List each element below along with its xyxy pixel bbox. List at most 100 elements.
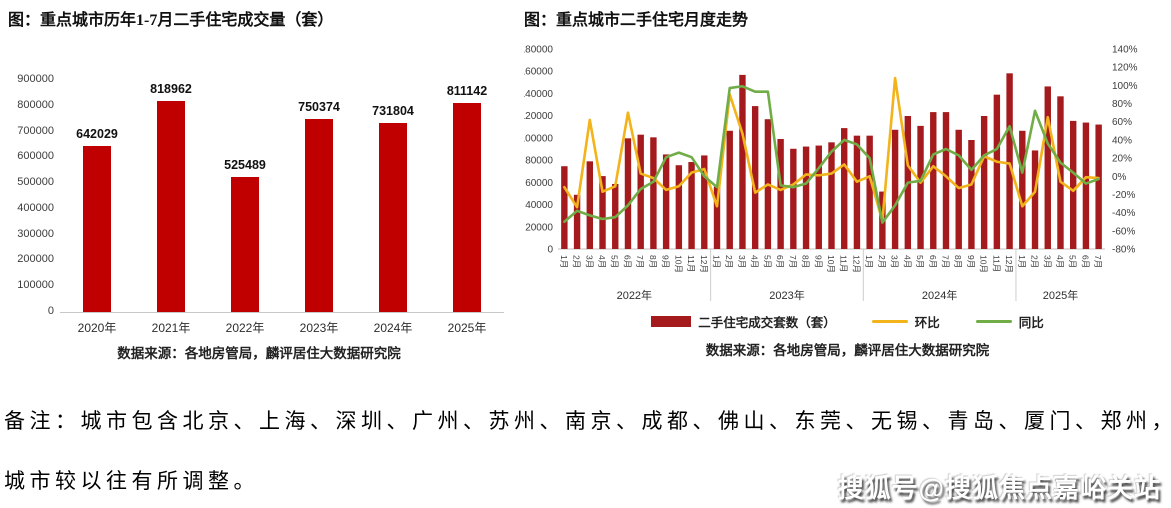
watermark: 搜狐号@搜狐焦点嘉峪关站 bbox=[837, 473, 1161, 503]
left-bar-value: 642029 bbox=[76, 127, 118, 142]
right-right-tick: 100% bbox=[1112, 81, 1138, 92]
month-label: 3月 bbox=[890, 255, 900, 268]
month-label: 1月 bbox=[1017, 255, 1027, 268]
month-label: 12月 bbox=[1004, 255, 1014, 273]
legend-label-mom: 环比 bbox=[914, 316, 940, 330]
right-right-tick: 140% bbox=[1112, 45, 1138, 56]
right-chart-svg: 180000 160000 140000 120000 100000 80000 60000… bbox=[524, 45, 1138, 303]
left-y-tick: 100000 bbox=[17, 279, 54, 292]
month-label: 4月 bbox=[597, 255, 607, 268]
left-bar-value: 731804 bbox=[372, 104, 414, 119]
month-label: 4月 bbox=[902, 255, 912, 268]
month-label: 3月 bbox=[737, 255, 747, 268]
month-label: 5月 bbox=[915, 255, 925, 268]
right-left-tick: 40000 bbox=[525, 200, 553, 211]
right-right-tick: 120% bbox=[1112, 63, 1138, 74]
year-label: 2023年 bbox=[769, 288, 804, 302]
legend-label-yoy: 同比 bbox=[1018, 316, 1044, 330]
right-right-tick: -40% bbox=[1112, 208, 1135, 219]
right-left-tick: 0 bbox=[547, 245, 553, 256]
month-label: 6月 bbox=[775, 255, 785, 268]
right-left-tick: 180000 bbox=[524, 45, 553, 56]
month-label: 4月 bbox=[750, 255, 760, 268]
left-bar bbox=[305, 118, 333, 312]
bars-series bbox=[561, 73, 1102, 249]
right-left-tick: 140000 bbox=[524, 89, 553, 100]
mom-line bbox=[563, 76, 1100, 223]
month-label: 5月 bbox=[610, 255, 620, 268]
left-chart-plot: 900000 800000 700000 600000 500000 400000 3000… bbox=[8, 30, 510, 342]
right-left-tick: 80000 bbox=[525, 156, 553, 167]
left-chart-source: 数据来源：各地房管局，麟评居住大数据研究院 bbox=[117, 346, 401, 361]
right-right-tick: 20% bbox=[1112, 154, 1132, 165]
month-label: 7月 bbox=[635, 255, 645, 268]
left-y-tick: 600000 bbox=[17, 150, 54, 163]
right-right-tick: 0% bbox=[1112, 172, 1127, 183]
left-x-tick: 2023年 bbox=[299, 321, 339, 335]
left-bar bbox=[157, 100, 185, 312]
left-x-tick: 2022年 bbox=[225, 321, 265, 335]
left-y-tick: 500000 bbox=[17, 176, 54, 189]
bar-series-swatch bbox=[651, 316, 692, 327]
month-label: 6月 bbox=[622, 255, 632, 268]
month-label: 11月 bbox=[839, 255, 849, 272]
left-bar-value: 811142 bbox=[446, 83, 488, 98]
right-right-tick: 60% bbox=[1112, 117, 1132, 128]
legend-item-yoy: 同比 bbox=[975, 312, 1044, 331]
month-label: 1月 bbox=[864, 255, 874, 268]
left-y-tick: 200000 bbox=[17, 253, 54, 266]
year-label: 2025年 bbox=[1043, 288, 1078, 302]
month-label: 9月 bbox=[813, 255, 823, 268]
right-left-tick: 60000 bbox=[525, 178, 553, 189]
month-label: 11月 bbox=[991, 255, 1001, 272]
right-right-tick: 40% bbox=[1112, 135, 1132, 146]
month-label: 8月 bbox=[953, 255, 963, 268]
left-x-axis-line bbox=[60, 312, 504, 313]
month-label: 1月 bbox=[559, 255, 569, 268]
month-label: 4月 bbox=[1055, 255, 1065, 268]
month-label: 2月 bbox=[572, 255, 582, 268]
left-y-tick: 300000 bbox=[17, 227, 54, 240]
right-right-tick: 80% bbox=[1112, 99, 1132, 110]
right-left-tick: 20000 bbox=[525, 222, 553, 233]
month-label: 2月 bbox=[1030, 255, 1040, 268]
left-y-tick: 0 bbox=[47, 305, 54, 317]
month-label: 6月 bbox=[928, 255, 938, 268]
month-label: 7月 bbox=[1093, 255, 1103, 268]
left-x-tick: 2021年 bbox=[151, 321, 191, 335]
year-label: 2024年 bbox=[922, 288, 957, 302]
month-label: 12月 bbox=[851, 255, 861, 273]
left-bar-value: 525489 bbox=[224, 157, 266, 172]
left-bar bbox=[453, 102, 481, 312]
left-bar-value: 818962 bbox=[150, 81, 192, 96]
right-chart-legend: 二手住宅成交套数（套） 环比 同比 bbox=[524, 312, 1171, 331]
right-left-tick: 160000 bbox=[524, 67, 553, 78]
month-label: 5月 bbox=[1068, 255, 1078, 268]
month-label: 8月 bbox=[648, 255, 658, 268]
left-x-tick: 2024年 bbox=[373, 321, 413, 335]
legend-label-bars: 二手住宅成交套数（套） bbox=[698, 316, 836, 330]
month-label: 11月 bbox=[686, 255, 696, 272]
right-chart-title: 图：重点城市二手住宅月度走势 bbox=[524, 12, 749, 29]
month-label: 5月 bbox=[762, 255, 772, 268]
right-left-tick: 100000 bbox=[524, 133, 553, 144]
left-x-tick: 2025年 bbox=[447, 321, 487, 335]
left-bar bbox=[83, 146, 111, 312]
note-line-1: 备注：城市包含北京、上海、深圳、广州、苏州、南京、成都、佛山、东莞、无锡、青岛、… bbox=[4, 409, 1171, 433]
right-chart-source: 数据来源：各地房管局，麟评居住大数据研究院 bbox=[705, 343, 990, 358]
yoy-line-swatch bbox=[975, 319, 1012, 324]
left-chart-title: 图：重点城市历年1-7月二手住宅成交量（套） bbox=[8, 12, 334, 29]
left-y-tick: 900000 bbox=[17, 73, 54, 85]
month-label: 3月 bbox=[584, 255, 594, 268]
month-label: 9月 bbox=[661, 255, 671, 268]
mom-line-swatch bbox=[871, 319, 908, 324]
right-right-tick: -20% bbox=[1112, 190, 1135, 201]
month-label: 3月 bbox=[1042, 255, 1052, 268]
left-x-tick: 2020年 bbox=[77, 321, 117, 335]
left-chart: 图：重点城市历年1-7月二手住宅成交量（套） 900000 800000 70000… bbox=[8, 6, 510, 361]
month-label: 2月 bbox=[877, 255, 887, 268]
month-label: 10月 bbox=[979, 255, 989, 273]
month-label: 9月 bbox=[966, 255, 976, 268]
left-y-tick: 700000 bbox=[17, 124, 54, 137]
